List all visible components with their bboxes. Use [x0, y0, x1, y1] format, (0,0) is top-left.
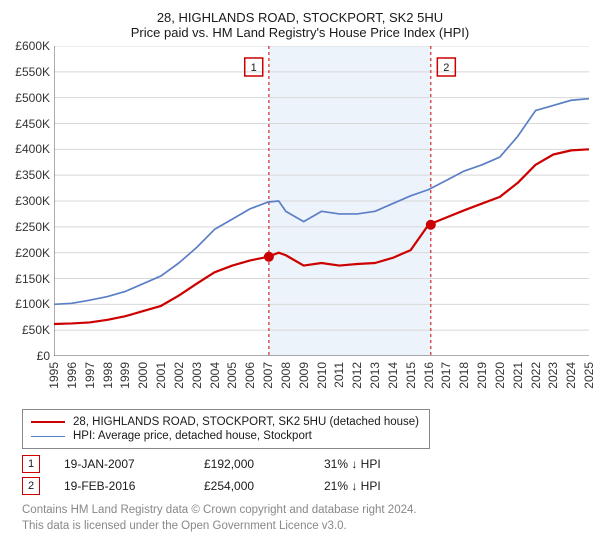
sales-block: 1 19-JAN-2007£192,00031% ↓ HPI 2 19-FEB-201… [8, 455, 592, 495]
y-axis-label: £500K [6, 91, 50, 105]
x-axis-label: 2005 [225, 362, 239, 389]
x-axis-label: 2023 [546, 362, 560, 389]
x-axis-label: 2011 [332, 362, 346, 388]
legend-block: 28, HIGHLANDS ROAD, STOCKPORT, SK2 5HU (… [22, 409, 592, 449]
legend-item: HPI: Average price, detached house, Stoc… [31, 430, 419, 442]
x-axis-label: 2018 [457, 362, 471, 389]
plot-area: 12 [54, 46, 589, 356]
legend-line-swatch [31, 436, 65, 437]
x-axis-label: 2017 [439, 362, 453, 389]
x-axis-label: 2009 [297, 362, 311, 389]
footer: Contains HM Land Registry data © Crown c… [22, 503, 592, 534]
sale-price: £192,000 [204, 457, 324, 471]
y-axis-label: £200K [6, 246, 50, 260]
x-axis-label: 2025 [582, 362, 596, 389]
x-axis-label: 2000 [136, 362, 150, 389]
y-axis-label: £600K [6, 39, 50, 53]
x-axis-label: 2003 [190, 362, 204, 389]
y-axis-label: £100K [6, 297, 50, 311]
x-axis-label: 1999 [118, 362, 132, 389]
sale-badge: 1 [22, 455, 40, 473]
x-axis-label: 1996 [65, 362, 79, 389]
chart-title-line1: 28, HIGHLANDS ROAD, STOCKPORT, SK2 5HU [8, 10, 592, 25]
x-axis-label: 2001 [154, 362, 168, 389]
sale-row: 1 19-JAN-2007£192,00031% ↓ HPI [22, 455, 592, 473]
x-axis-label: 2024 [564, 362, 578, 389]
y-axis-label: £450K [6, 117, 50, 131]
x-axis-label: 2010 [315, 362, 329, 389]
legend-line-swatch [31, 421, 65, 423]
sale-delta: 21% ↓ HPI [324, 479, 444, 493]
sale-date: 19-FEB-2016 [64, 479, 204, 493]
chart-title-line2: Price paid vs. HM Land Registry's House … [8, 25, 592, 40]
svg-text:2: 2 [443, 62, 449, 74]
x-axis-label: 1997 [83, 362, 97, 389]
sale-delta: 31% ↓ HPI [324, 457, 444, 471]
y-axis-label: £0 [6, 349, 50, 363]
x-axis-label: 1998 [101, 362, 115, 389]
x-axis-label: 2014 [386, 362, 400, 389]
x-axis-label: 2004 [208, 362, 222, 389]
footer-line1: Contains HM Land Registry data © Crown c… [22, 503, 592, 519]
x-axis-label: 1995 [47, 362, 61, 389]
footer-line2: This data is licensed under the Open Gov… [22, 519, 592, 535]
legend-box: 28, HIGHLANDS ROAD, STOCKPORT, SK2 5HU (… [22, 409, 430, 449]
legend-label: HPI: Average price, detached house, Stoc… [73, 430, 312, 442]
x-axis-label: 2007 [261, 362, 275, 389]
legend-item: 28, HIGHLANDS ROAD, STOCKPORT, SK2 5HU (… [31, 416, 419, 428]
x-axis-label: 2013 [368, 362, 382, 389]
x-axis-label: 2016 [422, 362, 436, 389]
y-axis-label: £400K [6, 142, 50, 156]
chart-title-block: 28, HIGHLANDS ROAD, STOCKPORT, SK2 5HU P… [8, 10, 592, 40]
x-axis-label: 2021 [511, 362, 525, 389]
x-axis-label: 2015 [404, 362, 418, 389]
y-axis-label: £50K [6, 323, 50, 337]
x-axis-label: 2012 [350, 362, 364, 389]
x-axis-label: 2008 [279, 362, 293, 389]
plot-svg: 12 [54, 46, 589, 356]
svg-text:1: 1 [251, 62, 257, 74]
x-axis-label: 2020 [493, 362, 507, 389]
x-axis-label: 2006 [243, 362, 257, 389]
sale-date: 19-JAN-2007 [64, 457, 204, 471]
y-axis-label: £250K [6, 220, 50, 234]
sale-badge: 2 [22, 477, 40, 495]
sale-price: £254,000 [204, 479, 324, 493]
y-axis-label: £550K [6, 65, 50, 79]
legend-label: 28, HIGHLANDS ROAD, STOCKPORT, SK2 5HU (… [73, 416, 419, 428]
y-axis-label: £150K [6, 272, 50, 286]
x-axis-label: 2022 [529, 362, 543, 389]
x-axis-label: 2019 [475, 362, 489, 389]
y-axis-label: £350K [6, 168, 50, 182]
sale-row: 2 19-FEB-2016£254,00021% ↓ HPI [22, 477, 592, 495]
chart-container: 12 £0£50K£100K£150K£200K£250K£300K£350K£… [8, 46, 592, 401]
y-axis-label: £300K [6, 194, 50, 208]
x-axis-label: 2002 [172, 362, 186, 389]
